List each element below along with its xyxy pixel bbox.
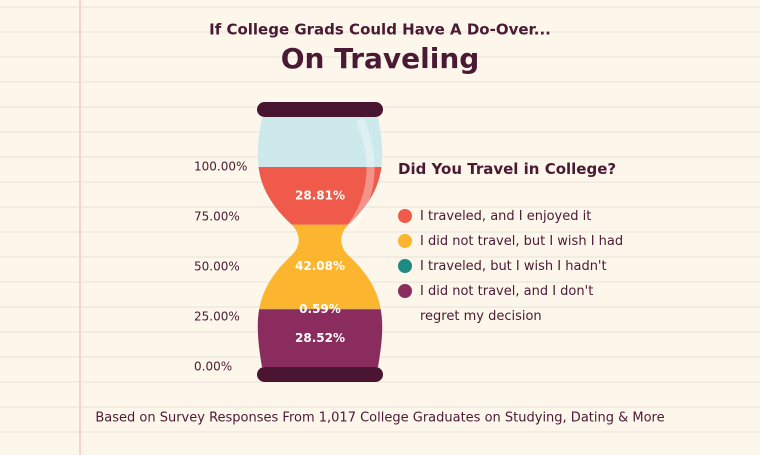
legend-label: I did not travel, and I don't regret my … bbox=[420, 284, 594, 324]
bottom-cap bbox=[257, 367, 383, 382]
chart-subtitle: If College Grads Could Have A Do-Over... bbox=[209, 21, 551, 39]
top-cap bbox=[257, 102, 383, 117]
footnote: Based on Survey Responses From 1,017 Col… bbox=[95, 411, 664, 426]
legend-label: I did not travel, but I wish I had bbox=[420, 234, 624, 249]
legend-title: Did You Travel in College? bbox=[398, 160, 617, 178]
value-label: 28.81% bbox=[295, 188, 345, 202]
y-tick-label: 75.00% bbox=[194, 210, 240, 224]
value-label: 28.52% bbox=[295, 331, 345, 345]
legend-item: I did not travel, and I don't regret my … bbox=[398, 279, 648, 329]
value-label: 0.59% bbox=[299, 302, 341, 316]
hourglass bbox=[257, 117, 383, 170]
legend-item: I traveled, and I enjoyed it bbox=[398, 204, 648, 229]
value-label: 42.08% bbox=[295, 259, 345, 273]
legend-label: I traveled, but I wish I hadn't bbox=[420, 259, 607, 274]
chart-title: On Traveling bbox=[281, 42, 480, 75]
legend-swatch bbox=[398, 209, 412, 223]
legend: Did You Travel in College? I traveled, a… bbox=[398, 156, 648, 329]
legend-item: I did not travel, but I wish I had bbox=[398, 229, 648, 254]
legend-swatch bbox=[398, 284, 412, 298]
legend-swatch bbox=[398, 259, 412, 273]
legend-label: I traveled, and I enjoyed it bbox=[420, 209, 592, 224]
y-tick-label: 25.00% bbox=[194, 310, 240, 324]
legend-item: I traveled, but I wish I hadn't bbox=[398, 254, 648, 279]
bar-segment bbox=[257, 309, 383, 367]
bar-segment bbox=[257, 308, 383, 310]
glass-shine bbox=[346, 118, 375, 231]
y-tick-label: 50.00% bbox=[194, 260, 240, 274]
legend-swatch bbox=[398, 234, 412, 248]
empty-glass bbox=[257, 117, 383, 170]
y-tick-label: 100.00% bbox=[194, 160, 247, 174]
y-tick-label: 0.00% bbox=[194, 360, 232, 374]
